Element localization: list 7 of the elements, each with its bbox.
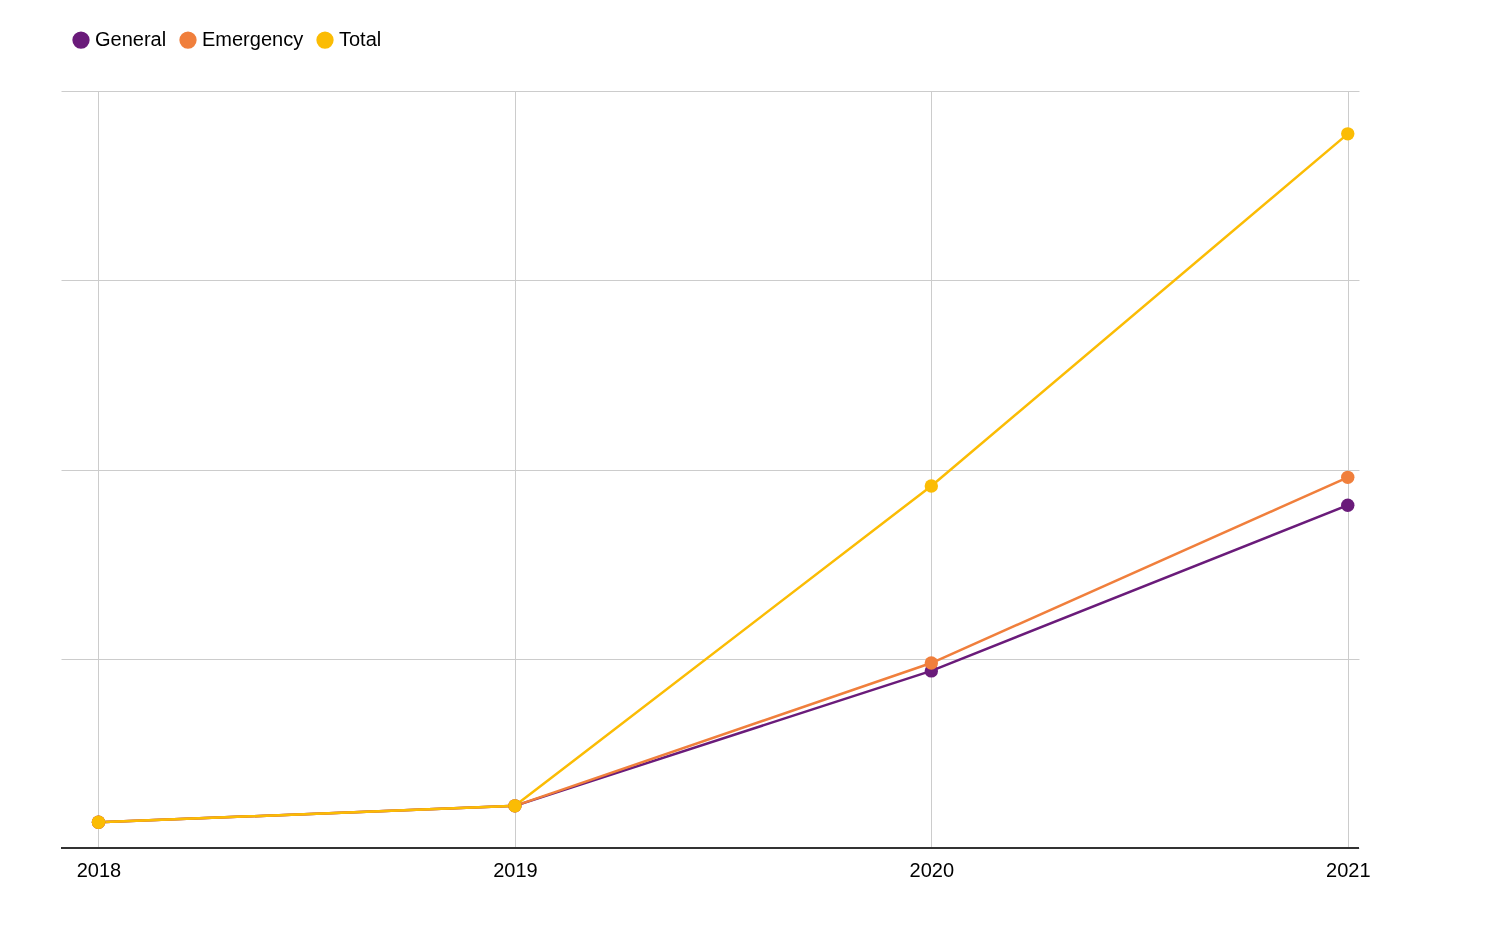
legend-label: General <box>95 28 167 51</box>
x-tick-label: 2018 <box>76 858 122 881</box>
legend-label: Total <box>339 28 382 51</box>
legend-label: Emergency <box>202 28 304 51</box>
x-tick-label: 2019 <box>493 858 538 881</box>
x-tick-label: 2020 <box>909 858 955 881</box>
x-tick-label: 2021 <box>1326 858 1371 881</box>
